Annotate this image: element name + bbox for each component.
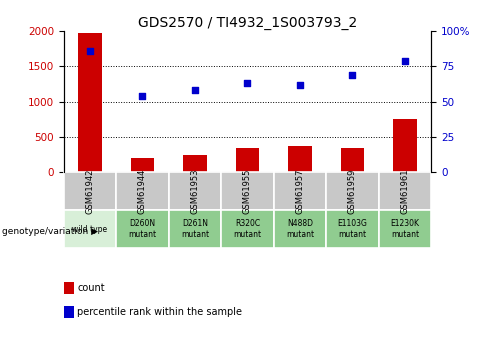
- Bar: [221, 172, 274, 210]
- Text: GSM61953: GSM61953: [191, 169, 199, 214]
- Bar: [64, 172, 116, 210]
- Point: [139, 93, 147, 99]
- Bar: [236, 148, 259, 172]
- Point: [244, 81, 251, 86]
- Text: D260N
mutant: D260N mutant: [128, 219, 156, 239]
- Bar: [379, 210, 431, 248]
- Bar: [78, 33, 102, 173]
- Text: GSM61957: GSM61957: [295, 169, 304, 214]
- Bar: [393, 119, 417, 172]
- Bar: [288, 146, 312, 172]
- Text: GSM61959: GSM61959: [348, 169, 357, 214]
- Text: N488D
mutant: N488D mutant: [286, 219, 314, 239]
- Bar: [221, 210, 274, 248]
- Text: percentile rank within the sample: percentile rank within the sample: [77, 307, 243, 317]
- Bar: [169, 172, 221, 210]
- Text: D261N
mutant: D261N mutant: [181, 219, 209, 239]
- Bar: [326, 172, 379, 210]
- Point: [401, 58, 409, 63]
- Text: GSM61961: GSM61961: [400, 169, 410, 214]
- Text: GSM61955: GSM61955: [243, 169, 252, 214]
- Bar: [274, 210, 326, 248]
- Bar: [64, 210, 116, 248]
- Text: GSM61944: GSM61944: [138, 169, 147, 214]
- Text: R320C
mutant: R320C mutant: [233, 219, 262, 239]
- Text: E1103G
mutant: E1103G mutant: [338, 219, 368, 239]
- Text: genotype/variation ▶: genotype/variation ▶: [2, 227, 98, 236]
- Text: count: count: [77, 283, 105, 293]
- Text: GSM61942: GSM61942: [85, 169, 95, 214]
- Bar: [183, 155, 207, 172]
- Bar: [169, 210, 221, 248]
- Bar: [274, 172, 326, 210]
- Point: [86, 48, 94, 53]
- Bar: [341, 148, 364, 172]
- Point: [348, 72, 356, 78]
- Bar: [326, 210, 379, 248]
- Bar: [379, 172, 431, 210]
- Point: [296, 82, 304, 88]
- Text: E1230K
mutant: E1230K mutant: [391, 219, 419, 239]
- Bar: [116, 210, 169, 248]
- Bar: [131, 158, 154, 172]
- Bar: [116, 172, 169, 210]
- Point: [191, 88, 199, 93]
- Title: GDS2570 / TI4932_1S003793_2: GDS2570 / TI4932_1S003793_2: [138, 16, 357, 30]
- Text: wild type: wild type: [73, 225, 107, 234]
